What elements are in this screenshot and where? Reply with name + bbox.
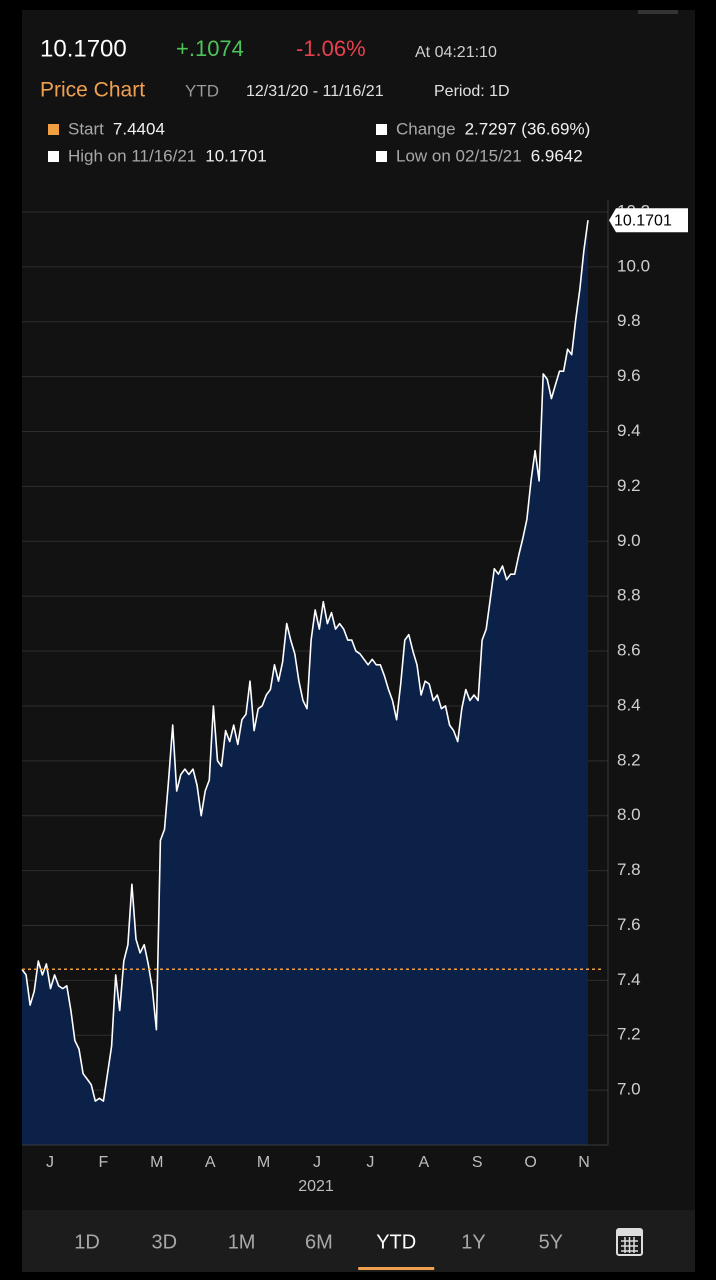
x-tick-label: S: [472, 1154, 483, 1171]
x-year-label: 2021: [298, 1178, 334, 1195]
pct-change: -1.06%: [296, 36, 366, 61]
tab-underline: [358, 1267, 435, 1270]
chart-title: Price Chart: [40, 79, 145, 102]
legend-label: Start: [68, 119, 104, 138]
area-fill: [22, 220, 588, 1145]
y-tick-label: 8.4: [617, 695, 641, 714]
y-tick-label: 8.2: [617, 750, 641, 769]
legend-value: 10.1701: [205, 146, 266, 165]
high-label-box: [609, 208, 688, 233]
y-tick-label: 8.0: [617, 805, 641, 824]
x-tick-label: M: [257, 1154, 270, 1171]
y-tick-label: 8.6: [617, 641, 641, 660]
y-tick-label: 9.8: [617, 311, 641, 330]
legend-label: High on 11/16/21: [68, 146, 196, 165]
period: Period: 1D: [434, 83, 510, 100]
top-handle: [638, 10, 678, 14]
period-tab[interactable]: 1M: [228, 1231, 256, 1253]
range: YTD: [185, 81, 219, 100]
y-tick-label: 8.8: [617, 586, 641, 605]
x-tick-label: J: [46, 1154, 54, 1171]
high-label: 10.1701: [614, 212, 672, 229]
x-tick-label: A: [418, 1154, 429, 1171]
x-tick-label: A: [205, 1154, 216, 1171]
legend-value: 6.9642: [531, 146, 583, 165]
legend-value: 7.4404: [113, 119, 165, 138]
period-tab[interactable]: YTD: [376, 1231, 416, 1253]
y-tick-label: 10.0: [617, 256, 650, 275]
legend-swatch: [376, 151, 387, 162]
calendar-grid: [621, 1237, 638, 1253]
legend-label: Change: [396, 119, 456, 138]
legend-label: Low on 02/15/21: [396, 146, 522, 165]
x-tick-label: N: [578, 1154, 590, 1171]
last-price: 10.1700: [40, 35, 127, 62]
period-tab[interactable]: 5Y: [539, 1231, 563, 1253]
y-tick-label: 9.4: [617, 421, 641, 440]
legend-swatch: [376, 124, 387, 135]
y-tick-label: 9.2: [617, 476, 641, 495]
calendar-icon[interactable]: [616, 1228, 643, 1256]
time: At 04:21:10: [415, 44, 497, 61]
y-tick-label: 7.4: [617, 970, 641, 989]
x-tick-label: J: [366, 1154, 374, 1171]
net-change: +.1074: [176, 36, 244, 61]
y-tick-label: 7.6: [617, 915, 641, 934]
x-tick-label: M: [150, 1154, 163, 1171]
period-tab[interactable]: 1Y: [461, 1231, 485, 1253]
x-tick-label: O: [524, 1154, 536, 1171]
tab-bar: [22, 1210, 695, 1272]
price-line: [21, 220, 589, 1102]
legend-swatch: [48, 124, 59, 135]
date-range: 12/31/20 - 11/16/21: [246, 83, 384, 100]
period-tab[interactable]: 3D: [152, 1231, 178, 1253]
y-tick-label: 7.0: [617, 1080, 641, 1099]
y-tick-label: 9.6: [617, 366, 641, 385]
y-tick-label: 7.2: [617, 1025, 641, 1044]
calendar-header: [617, 1229, 642, 1236]
legend-swatch: [48, 151, 59, 162]
period-tab[interactable]: 1D: [74, 1231, 100, 1253]
legend-value: 2.7297 (36.69%): [465, 119, 591, 138]
period-tab[interactable]: 6M: [305, 1231, 333, 1253]
y-tick-label: 7.8: [617, 860, 641, 879]
x-tick-label: F: [99, 1154, 109, 1171]
y-tick-label: 9.0: [617, 531, 641, 550]
x-tick-label: J: [313, 1154, 321, 1171]
